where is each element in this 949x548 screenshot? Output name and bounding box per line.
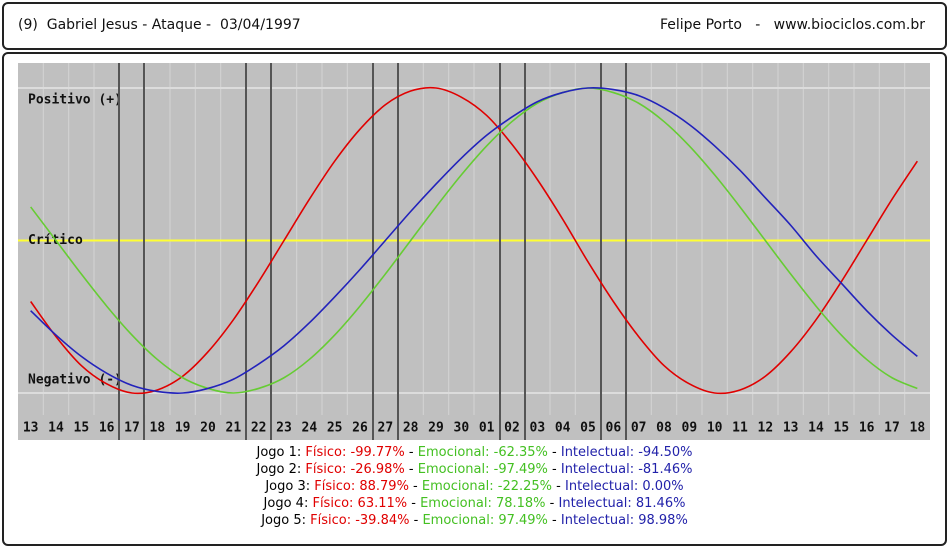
text: Emocional: -62.35% bbox=[417, 445, 548, 460]
x-tick-label: 06 bbox=[606, 421, 622, 436]
x-tick-label: 23 bbox=[276, 421, 292, 436]
x-tick-label: 10 bbox=[707, 421, 723, 436]
text: Intelectual: 81.46% bbox=[558, 496, 686, 511]
header: (9) Gabriel Jesus - Ataque - 03/04/1997 … bbox=[2, 2, 947, 50]
text: Físico: -26.98% bbox=[305, 462, 405, 477]
x-tick-label: 13 bbox=[783, 421, 799, 436]
text: - bbox=[408, 479, 422, 494]
x-tick-label: 24 bbox=[302, 421, 318, 436]
x-tick-label: 12 bbox=[758, 421, 774, 436]
x-tick-label: 25 bbox=[327, 421, 343, 436]
series-line bbox=[30, 87, 918, 394]
text: - bbox=[547, 513, 561, 528]
game-values: Jogo 1: Físico: -99.77% - Emocional: -62… bbox=[0, 444, 949, 529]
x-tick-label: 17 bbox=[124, 421, 140, 436]
text: - bbox=[552, 479, 565, 494]
x-tick-label: 22 bbox=[251, 421, 267, 436]
text: Jogo 2: bbox=[256, 462, 306, 477]
x-tick-label: 09 bbox=[682, 421, 698, 436]
text: Físico: 63.11% bbox=[312, 496, 408, 511]
text: - bbox=[547, 445, 561, 460]
x-tick-label: 26 bbox=[352, 421, 368, 436]
text: Intelectual: 0.00% bbox=[565, 479, 684, 494]
text: Jogo 4: bbox=[263, 496, 313, 511]
text: Físico: -99.77% bbox=[305, 445, 405, 460]
y-tick-label: Positivo (+) bbox=[28, 93, 122, 108]
text: Emocional: -97.49% bbox=[417, 462, 548, 477]
text: - bbox=[404, 445, 418, 460]
game-row: Jogo 4: Físico: 63.11% - Emocional: 78.1… bbox=[0, 495, 949, 512]
x-tick-label: 18 bbox=[910, 421, 926, 436]
text: Intelectual: -81.46% bbox=[560, 462, 693, 477]
x-tick-label: 13 bbox=[23, 421, 39, 436]
panel bbox=[2, 52, 947, 546]
x-tick-label: 28 bbox=[403, 421, 419, 436]
x-tick-label: 05 bbox=[580, 421, 596, 436]
x-tick-label: 29 bbox=[428, 421, 444, 436]
text: Físico: 88.79% bbox=[314, 479, 409, 494]
text: Emocional: 78.18% bbox=[420, 496, 546, 511]
text: Jogo 3: bbox=[265, 479, 315, 494]
x-tick-label: 14 bbox=[48, 421, 64, 436]
x-tick-label: 11 bbox=[732, 421, 748, 436]
x-tick-label: 15 bbox=[74, 421, 90, 436]
text: - bbox=[409, 513, 423, 528]
header-right: Felipe Porto - www.biociclos.com.br bbox=[659, 17, 925, 33]
x-tick-label: 15 bbox=[834, 421, 850, 436]
x-tick-label: 18 bbox=[150, 421, 166, 436]
x-tick-label: 07 bbox=[631, 421, 647, 436]
series-line bbox=[30, 86, 918, 395]
text: - bbox=[404, 462, 418, 477]
x-tick-label: 21 bbox=[226, 421, 242, 436]
header-left: (9) Gabriel Jesus - Ataque - 03/04/1997 bbox=[18, 17, 301, 33]
text: Jogo 5: bbox=[261, 513, 311, 528]
x-tick-label: 02 bbox=[504, 421, 520, 436]
text: Jogo 1: bbox=[256, 445, 306, 460]
game-lines bbox=[118, 63, 627, 440]
game-row: Jogo 2: Físico: -26.98% - Emocional: -97… bbox=[0, 461, 949, 478]
text: Físico: -39.84% bbox=[310, 513, 410, 528]
x-tick-label: 14 bbox=[808, 421, 824, 436]
text: Emocional: -22.25% bbox=[421, 479, 553, 494]
text: - bbox=[407, 496, 421, 511]
x-tick-label: 30 bbox=[454, 421, 470, 436]
text: Intelectual: -94.50% bbox=[560, 445, 693, 460]
series-line bbox=[30, 87, 918, 394]
x-tick-label: 20 bbox=[200, 421, 216, 436]
x-tick-label: 04 bbox=[555, 421, 571, 436]
x-tick-label: 08 bbox=[656, 421, 672, 436]
x-tick-label: 27 bbox=[378, 421, 394, 436]
x-tick-label: 16 bbox=[99, 421, 115, 436]
x-tick-label: 01 bbox=[479, 421, 495, 436]
x-tick-label: 17 bbox=[884, 421, 900, 436]
text: Emocional: 97.49% bbox=[422, 513, 548, 528]
game-row: Jogo 5: Físico: -39.84% - Emocional: 97.… bbox=[0, 512, 949, 529]
x-tick-label: 03 bbox=[530, 421, 546, 436]
text: - bbox=[545, 496, 559, 511]
x-tick-label: 16 bbox=[859, 421, 875, 436]
text: - bbox=[547, 462, 561, 477]
game-row: Jogo 1: Físico: -99.77% - Emocional: -62… bbox=[0, 444, 949, 461]
y-tick-label: Negativo (-) bbox=[28, 373, 122, 388]
x-tick-label: 19 bbox=[175, 421, 191, 436]
text: Intelectual: 98.98% bbox=[560, 513, 688, 528]
game-row: Jogo 3: Físico: 88.79% - Emocional: -22.… bbox=[0, 478, 949, 495]
